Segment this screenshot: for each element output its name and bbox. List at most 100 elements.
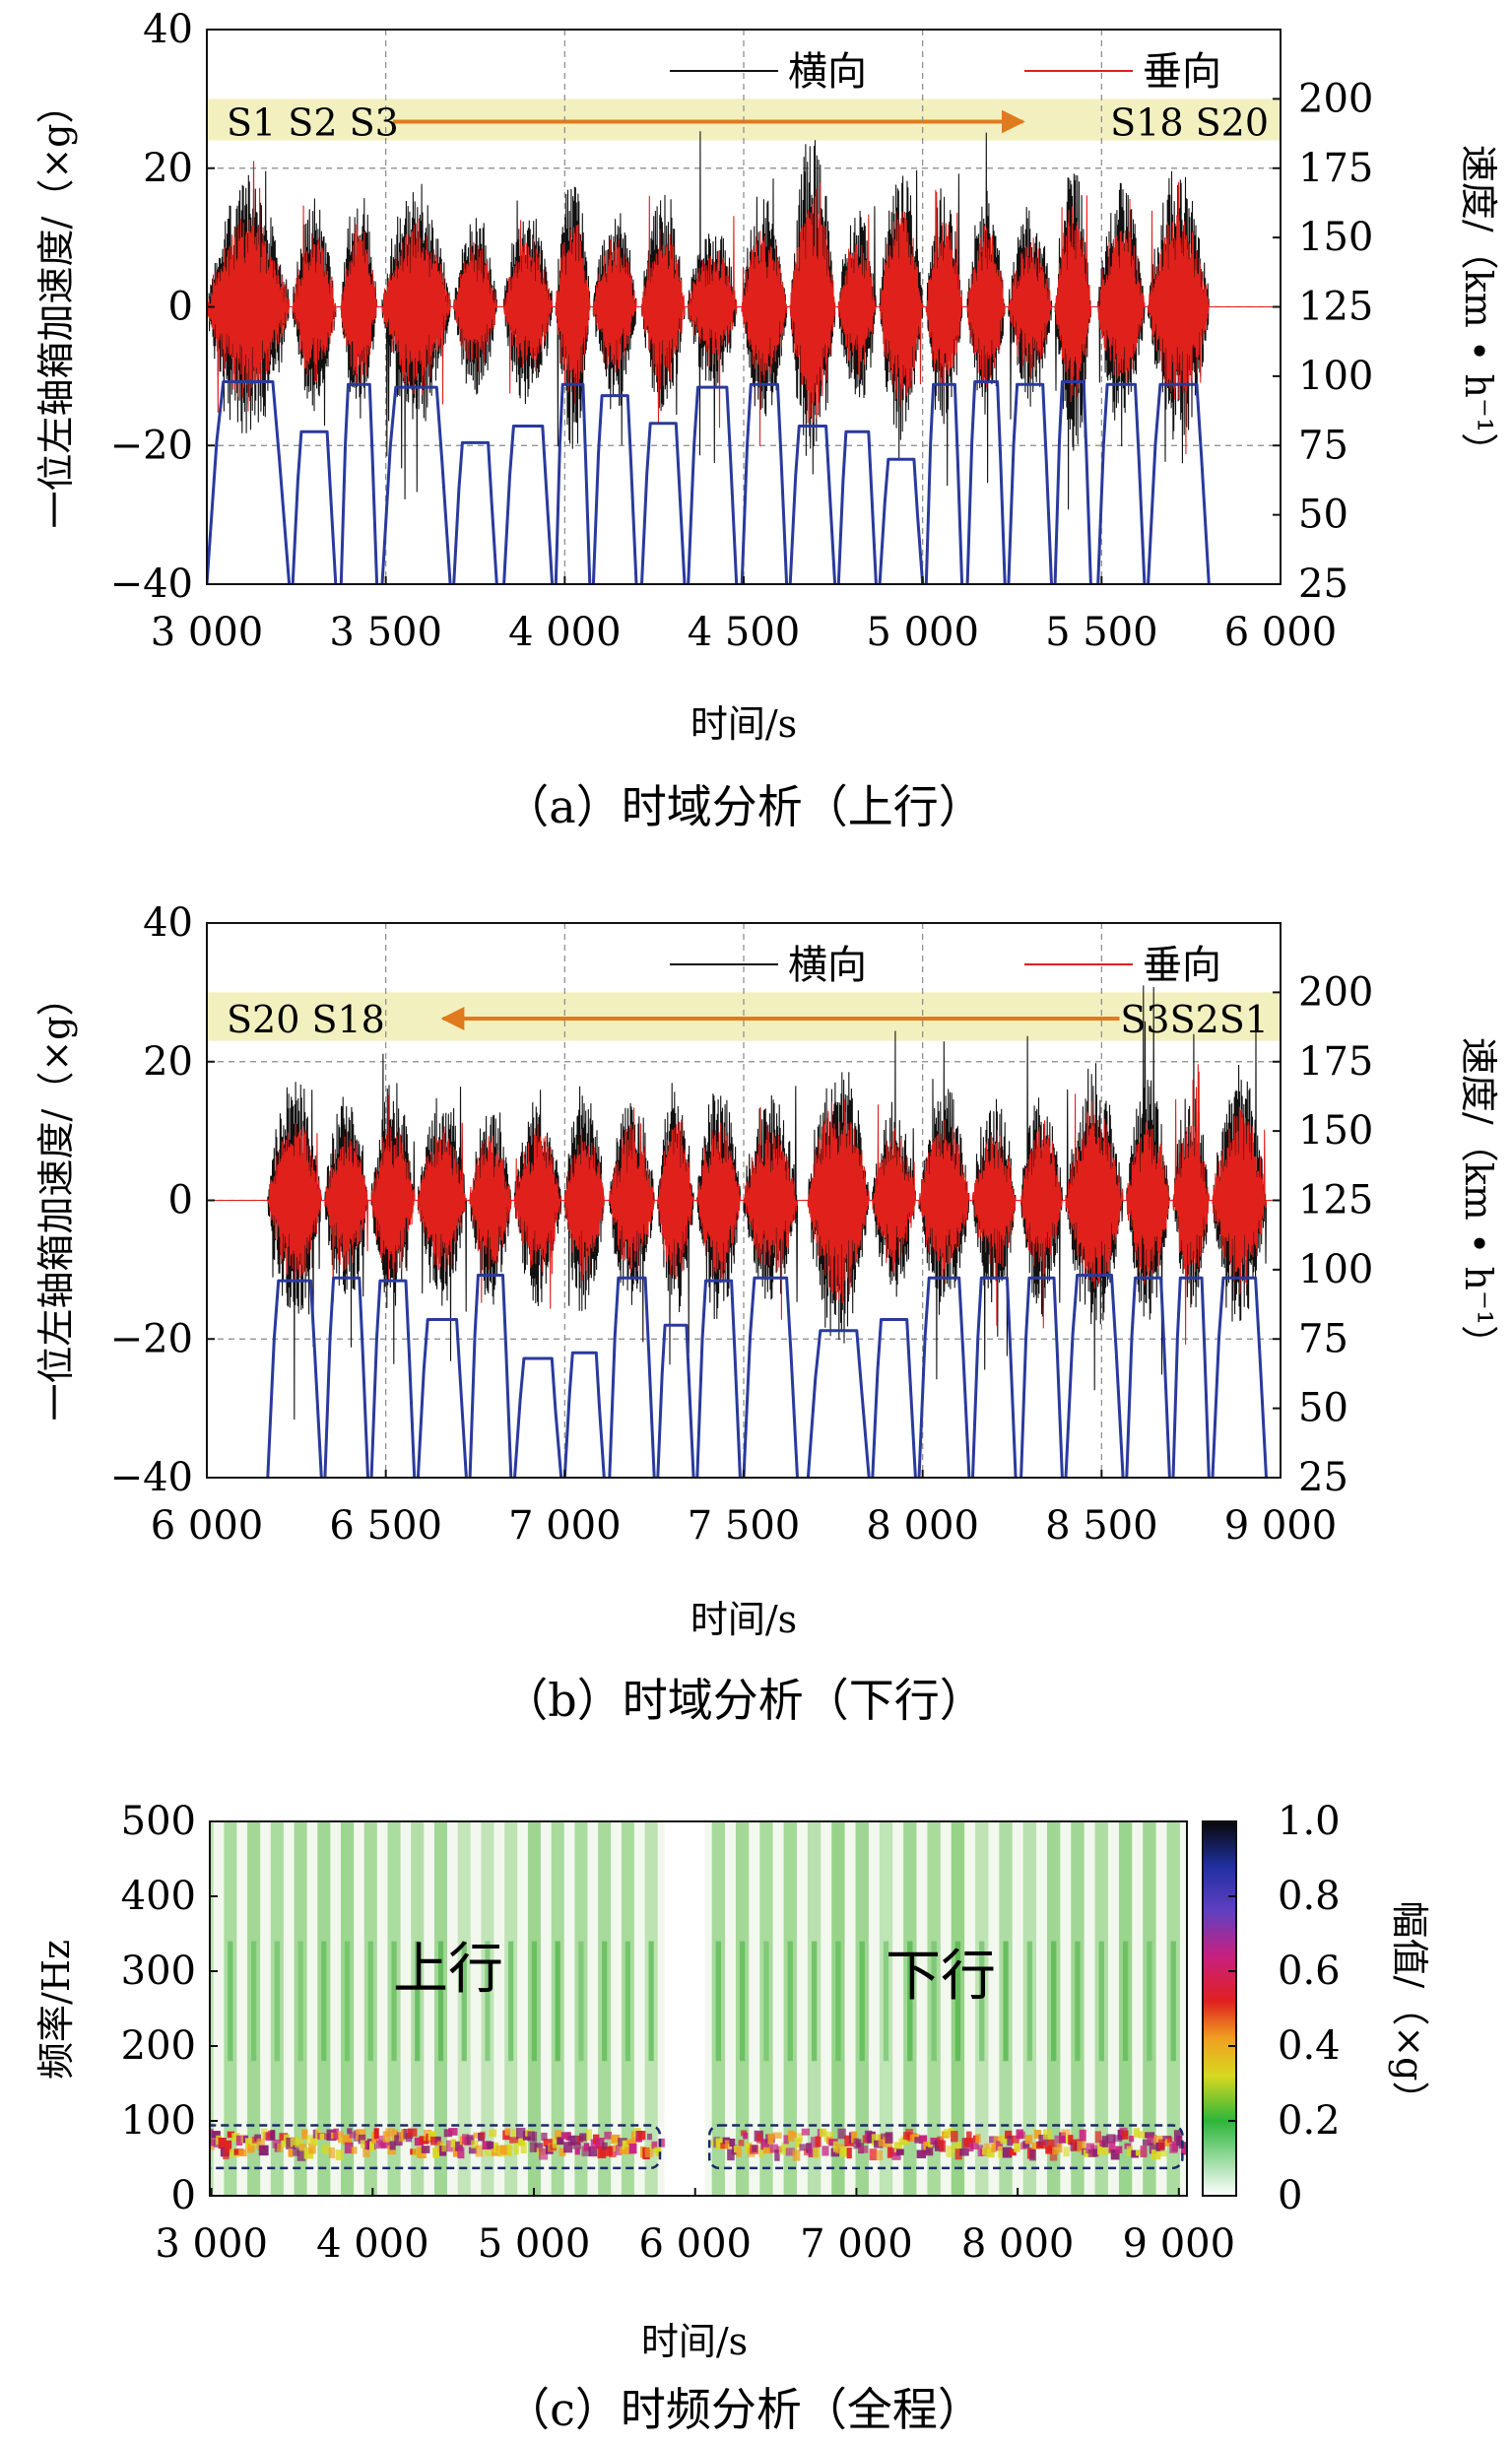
frequency-stripe-core [648,1941,654,2062]
hotspot [293,2145,299,2156]
legend-label-vertical: 垂向 [1143,943,1221,988]
hotspot [427,2131,437,2142]
hotspot [245,2138,252,2149]
frequency-stripe-core [391,1941,397,2062]
frequency-stripe [341,1821,355,2196]
hotspot [218,2137,227,2149]
hotspot [471,2140,479,2148]
vertical-acceleration-line [207,161,1281,455]
hotspot [511,2129,518,2138]
plot-area [207,923,1281,1478]
hotspot [1011,2135,1019,2144]
hotspot [328,2147,335,2158]
hotspot [611,2134,621,2145]
hotspot [254,2134,261,2142]
panel-caption: （c）时频分析（全程） [504,2383,983,2436]
hotspot [822,2146,829,2156]
hotspot [1063,2147,1070,2157]
hotspot [466,2135,475,2146]
hotspot [279,2133,289,2142]
hotspot [1150,2149,1161,2160]
x-tick-label: 4 000 [316,2221,429,2267]
hotspot [1113,2135,1122,2143]
hotspot [986,2148,995,2158]
y-tick-label: 0 [168,285,193,330]
y-tick-label: −40 [110,562,193,607]
frequency-stripe-core [205,1942,210,2062]
hotspot [305,2135,315,2145]
frequency-stripe-core [1098,1941,1104,2062]
frequency-stripe-core [1026,1941,1033,2062]
hotspot [637,2131,646,2141]
hotspot [563,2142,573,2153]
hotspot [356,2129,366,2141]
hotspot [720,2143,729,2149]
hotspot [724,2140,731,2149]
hotspot [516,2127,526,2140]
hotspot [347,2128,353,2135]
hotspot [842,2148,849,2157]
hotspot [588,2146,598,2157]
y2-axis-label: 速度/（km • h⁻¹） [1457,1037,1500,1362]
hotspot [604,2131,612,2140]
x-tick-label: 9 000 [1224,1503,1338,1549]
y2-tick-label: 200 [1298,76,1373,121]
hotspot [820,2128,827,2138]
panel-a-time-domain-up: S1 S2 S3 S18 S20 3 000 3 500 4 000 4 500 5 00… [34,7,1500,833]
hotspot [1042,2129,1053,2140]
x-axis-label: 时间/s [690,1598,797,1641]
frequency-stripe-core [739,1941,746,2062]
x-tick-label: 6 000 [1224,610,1338,655]
hotspot [557,2137,564,2146]
hotspot [408,2128,418,2137]
station-labels: S1 S2 S3 S18 S20 [227,100,1269,144]
frequency-stripe-core [578,1941,584,2062]
hotspot [1068,2135,1074,2146]
hotspot [405,2133,413,2143]
hotspot [762,2147,773,2154]
hotspot [790,2132,797,2139]
hotspot [801,2128,810,2136]
hotspot [1061,2129,1071,2137]
grid-lines [207,923,1281,1478]
hotspot [499,2145,510,2155]
hotspot [1022,2141,1030,2148]
panel-c-time-frequency: 3 000 4 000 5 000 6 000 7 000 8 000 9 000 0 100… [34,1799,1431,2436]
hotspot [1092,2148,1098,2157]
x-tick-label: 8 500 [1045,1503,1158,1549]
y-axis-label: 频率/Hz [34,1940,78,2080]
y-axis-right: 25 50 75 100 125 150 175 200 [1273,969,1373,1500]
hotspot [1054,2135,1062,2148]
y2-tick-label: 175 [1298,146,1373,191]
hotspot [450,2139,457,2148]
hotspot [970,2142,979,2149]
y-axis-label: 一位左轴箱加速度/（×g） [34,979,78,1421]
hotspot [342,2135,353,2145]
hotspot [944,2129,952,2138]
frequency-stripe-core [415,1941,421,2062]
hotspot [1031,2142,1041,2149]
x-tick-label: 5 000 [478,2221,591,2267]
frequency-stripe-core [602,1941,608,2062]
plot-frame [209,1820,1188,2197]
hotspot [434,2136,441,2144]
hotspot [1122,2130,1129,2140]
hotspot [644,2148,654,2157]
legend-label-lateral: 横向 [788,49,867,95]
hotspot [1024,2135,1033,2145]
hotspot [758,2147,764,2158]
hotspot [1056,2143,1063,2153]
hotspot [373,2128,379,2140]
colorbar-gradient [1202,1820,1237,2197]
hotspot [258,2145,269,2156]
hotspot [378,2135,385,2148]
hotspot [651,2141,658,2149]
hotspot [1029,2148,1036,2161]
panel-caption: （b）时域分析（下行） [502,1674,984,1727]
hotspot [349,2132,357,2139]
hotspot [1110,2149,1120,2160]
hotspot [432,2148,440,2158]
x-tick-label: 8 000 [961,2221,1075,2267]
y-tick-label: 0 [171,2173,196,2218]
frequency-stripe [975,1821,989,2196]
